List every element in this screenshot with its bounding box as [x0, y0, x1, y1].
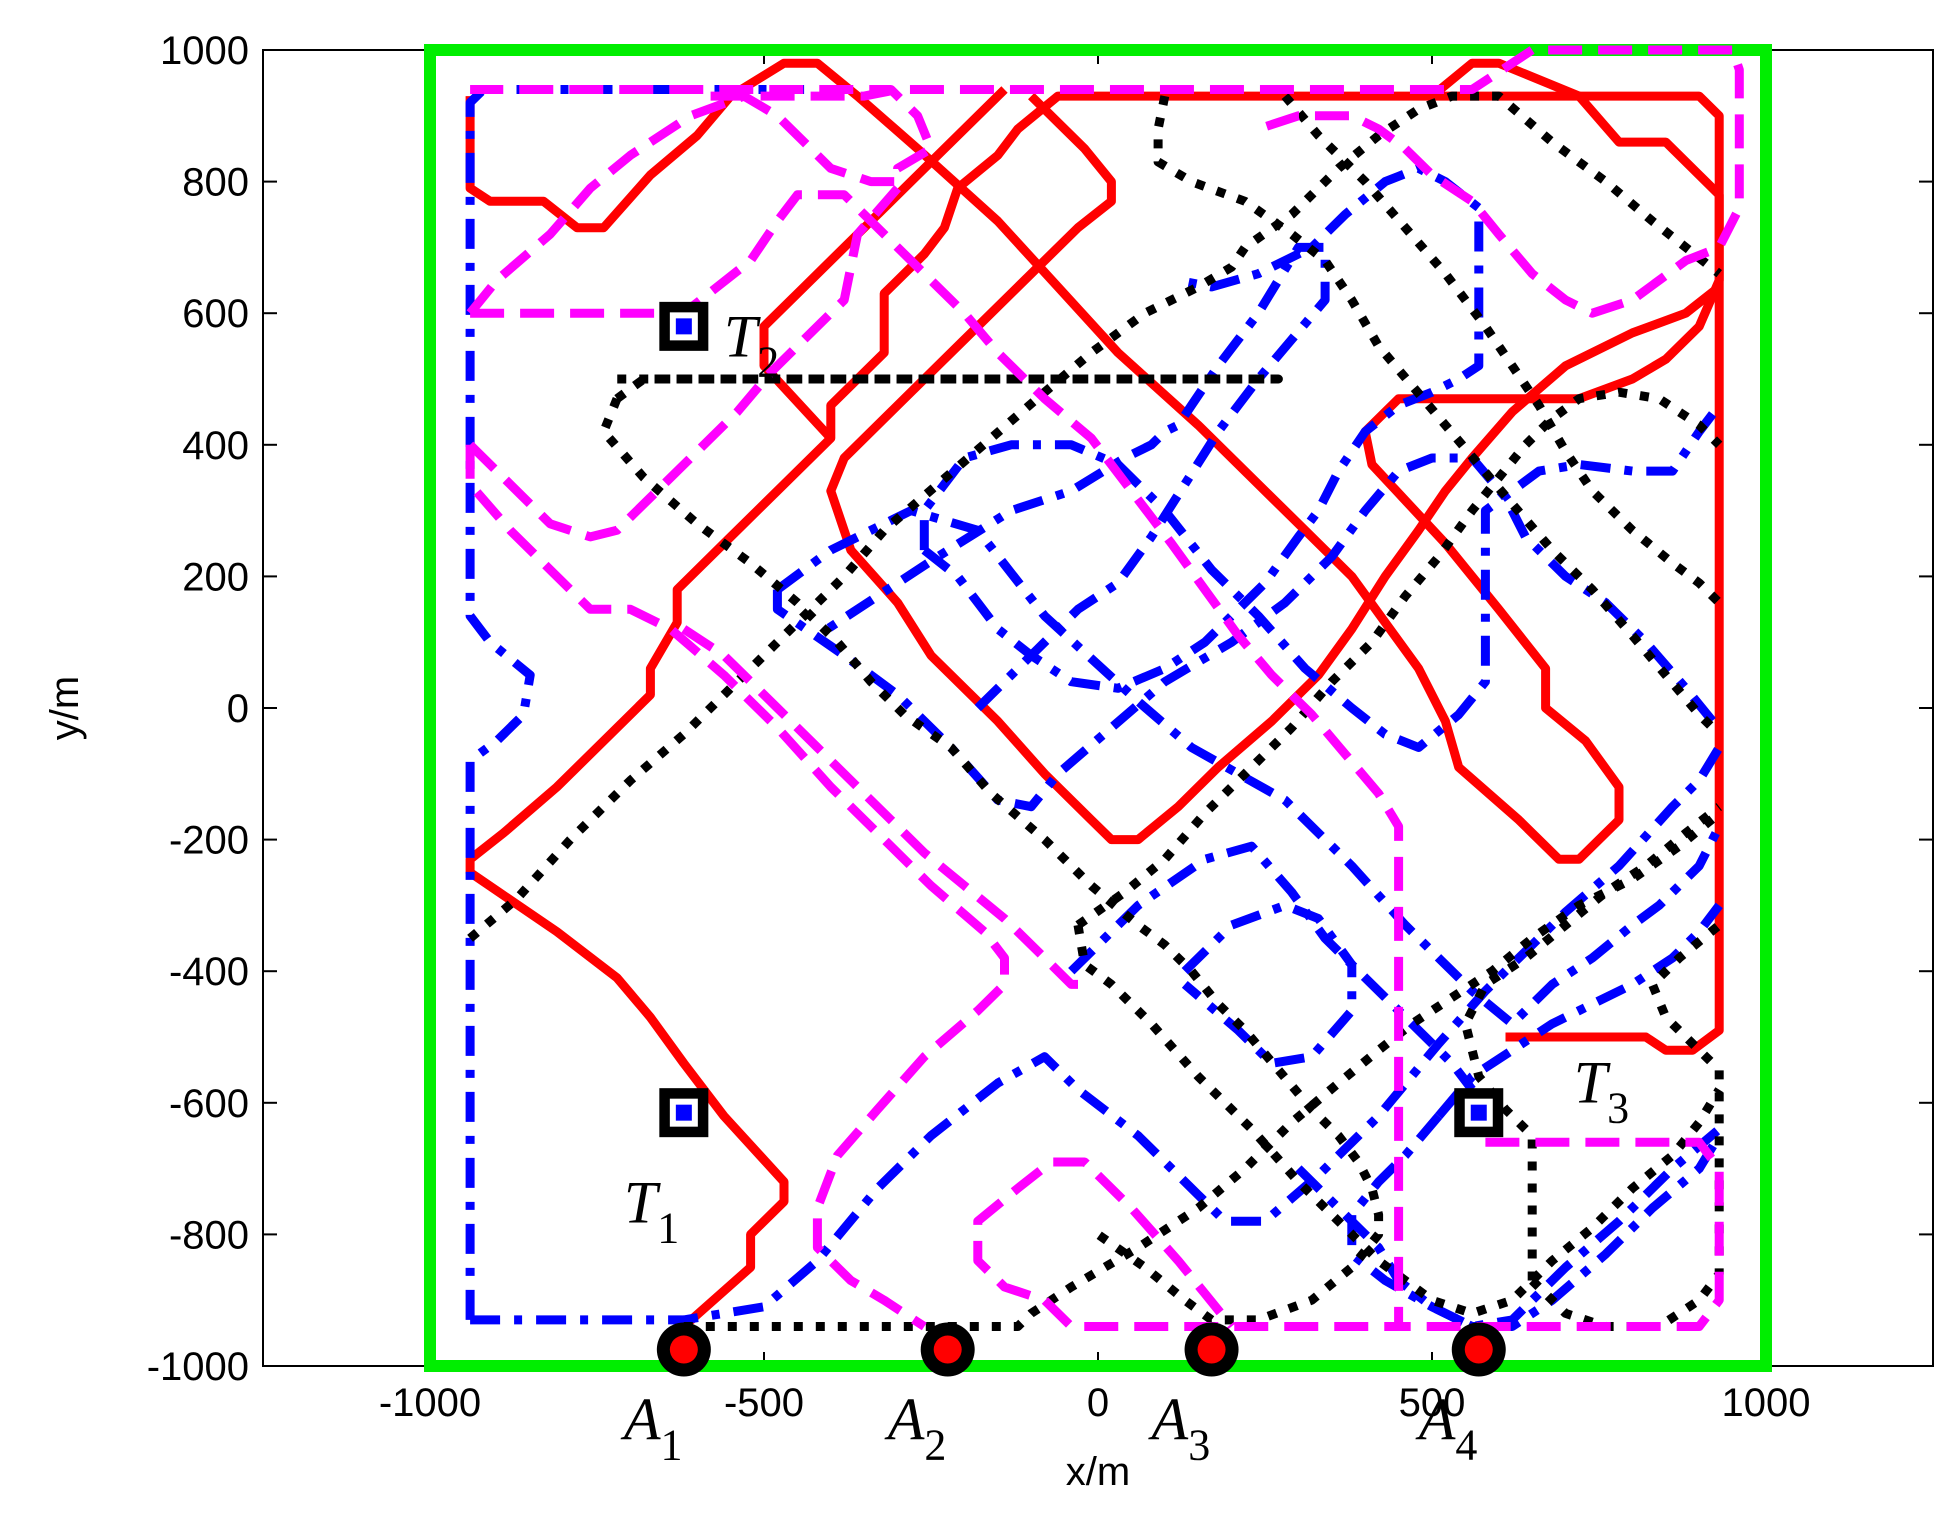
- target-label: T2: [724, 303, 779, 386]
- agent-label: A1: [620, 1387, 683, 1470]
- series-line-dashed-32: [681, 625, 1078, 989]
- series-line-dashdot-10: [814, 242, 1330, 712]
- targets-layer: T1 T2 T3: [624, 301, 1629, 1253]
- y-tick-label: 800: [182, 161, 249, 205]
- y-tick-label: 400: [182, 424, 249, 468]
- series-line-dashdot-6: [774, 506, 1724, 1029]
- x-tick-label: 500: [1399, 1381, 1466, 1425]
- series-line-dashdot-5: [465, 85, 805, 1320]
- series-line-dashed-27: [466, 85, 936, 317]
- series-line-dotted-22: [1281, 93, 1723, 606]
- series-layer: [465, 45, 1744, 1331]
- y-tick-label: 200: [182, 555, 249, 599]
- y-tick-label: -400: [169, 950, 249, 994]
- series-line-dashdot-12: [1068, 841, 1476, 1093]
- agent-marker-core: [1464, 1335, 1493, 1364]
- y-tick-label: 600: [182, 292, 249, 336]
- series-line-dashed-29: [465, 444, 1009, 1331]
- target-label: T3: [1574, 1050, 1629, 1133]
- target-marker-core: [675, 1104, 692, 1121]
- x-tick-label: -500: [724, 1381, 804, 1425]
- x-axis-label: x/m: [1066, 1450, 1130, 1494]
- series-line-dashdot-14: [1435, 902, 1723, 1119]
- series-line-dotted-23: [1153, 95, 1723, 738]
- series-line-dashed-31: [1398, 1137, 1724, 1331]
- series-line-dashed-26: [470, 190, 1404, 1331]
- agent-label: A3: [1148, 1387, 1211, 1470]
- series-line-dotted-24: [1460, 803, 1722, 1281]
- y-tick-label: -800: [169, 1213, 249, 1257]
- x-tick-label: -1000: [379, 1381, 481, 1425]
- axis-tick-labels: -1000 -500 0 500 1000 -1000 -800 -600 -400 -200 0 2…: [147, 29, 1811, 1425]
- series-line-dotted-21: [1075, 387, 1723, 929]
- series-line-dashed-28: [466, 185, 901, 542]
- y-tick-label: -600: [169, 1082, 249, 1126]
- series-line-dashdot-7: [772, 453, 1717, 812]
- agent-marker-core: [669, 1335, 698, 1364]
- y-tick-label: 1000: [160, 29, 249, 73]
- y-tick-label: 0: [227, 687, 249, 731]
- series-line-dotted-16: [467, 91, 1722, 942]
- boundary-rect: [424, 44, 1772, 1372]
- series-line-dashdot-15: [1295, 1125, 1723, 1331]
- x-tick-label: 0: [1087, 1381, 1109, 1425]
- series-line-solid-3: [826, 92, 1722, 845]
- series-line-dashed-30: [710, 45, 1744, 318]
- series-line-dashdot-9: [921, 163, 1484, 693]
- series-line-dotted-20: [1073, 924, 1724, 1318]
- agent-marker-core: [933, 1335, 962, 1364]
- series-line-dashdot-11: [1181, 900, 1357, 1068]
- target-label: T1: [624, 1170, 679, 1253]
- y-axis-label: y/m: [43, 676, 87, 740]
- agent-label: A4: [1415, 1387, 1478, 1470]
- series-line-dotted-17: [614, 374, 1283, 403]
- y-tick-label: -1000: [147, 1345, 249, 1389]
- agents-layer: A1 A2 A3 A4: [620, 1322, 1506, 1470]
- series-line-dashdot-8: [919, 402, 1723, 752]
- target-marker-core: [675, 318, 692, 335]
- target-marker-core: [1470, 1104, 1487, 1121]
- y-tick-label: -200: [169, 819, 249, 863]
- target-marker: [1454, 1088, 1504, 1138]
- series-line-solid-0: [465, 91, 1724, 1330]
- x-tick-label: 1000: [1722, 1381, 1811, 1425]
- agent-marker-core: [1197, 1335, 1226, 1364]
- boundary-layer: [424, 44, 1772, 1372]
- agent-label: A2: [884, 1387, 947, 1470]
- series-line-dashdot-4: [470, 745, 1724, 1325]
